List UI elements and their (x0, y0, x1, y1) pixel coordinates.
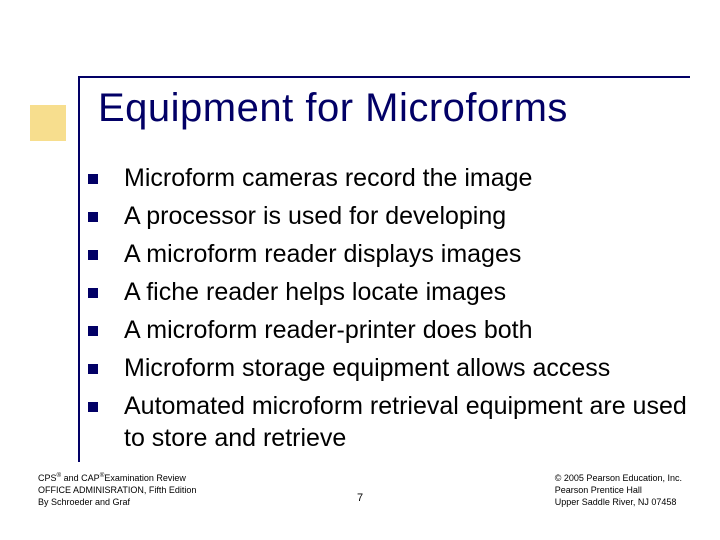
bullet-icon (88, 364, 98, 374)
list-item: Microform storage equipment allows acces… (78, 352, 690, 384)
list-item-text: Microform storage equipment allows acces… (124, 352, 690, 384)
bullet-icon (88, 174, 98, 184)
footer-right-line1: © 2005 Pearson Education, Inc. (555, 473, 682, 483)
bullet-icon (88, 326, 98, 336)
list-item: A microform reader-printer does both (78, 314, 690, 346)
bullet-icon (88, 288, 98, 298)
bullet-icon (88, 250, 98, 260)
list-item: A fiche reader helps locate images (78, 276, 690, 308)
list-item-text: A fiche reader helps locate images (124, 276, 690, 308)
footer-right-line3: Upper Saddle River, NJ 07458 (555, 497, 677, 507)
list-item-text: A microform reader-printer does both (124, 314, 690, 346)
list-item: A processor is used for developing (78, 200, 690, 232)
top-divider-line (78, 76, 690, 78)
bullet-icon (88, 402, 98, 412)
accent-block (30, 105, 66, 141)
bullet-list: Microform cameras record the image A pro… (78, 162, 690, 460)
list-item-text: Microform cameras record the image (124, 162, 690, 194)
list-item: Microform cameras record the image (78, 162, 690, 194)
slide: Equipment for Microforms Microform camer… (0, 0, 720, 540)
footer-right-line2: Pearson Prentice Hall (555, 485, 642, 495)
list-item-text: Automated microform retrieval equipment … (124, 390, 690, 454)
list-item-text: A microform reader displays images (124, 238, 690, 270)
slide-title: Equipment for Microforms (98, 86, 568, 131)
footer-left-line1: CPS® and CAP®Examination Review (38, 473, 186, 483)
list-item-text: A processor is used for developing (124, 200, 690, 232)
list-item: A microform reader displays images (78, 238, 690, 270)
list-item: Automated microform retrieval equipment … (78, 390, 690, 454)
footer-right: © 2005 Pearson Education, Inc. Pearson P… (555, 472, 682, 508)
bullet-icon (88, 212, 98, 222)
